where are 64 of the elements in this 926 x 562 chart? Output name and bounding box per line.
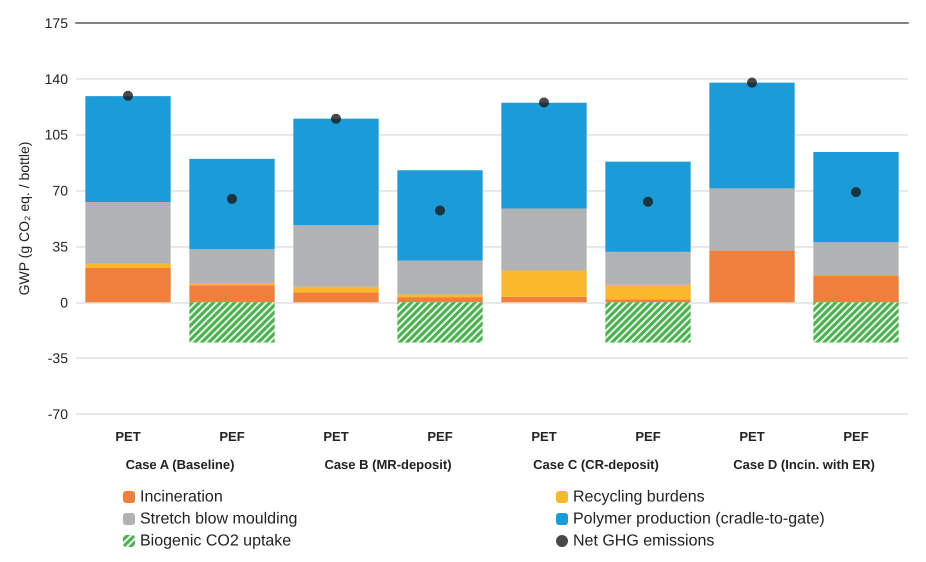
- bar: [501, 296, 587, 302]
- x-tick-label: PEF: [427, 429, 453, 444]
- x-tick-label: PET: [323, 429, 349, 444]
- point: [747, 78, 757, 88]
- x-tick-label: PET: [739, 429, 765, 444]
- y-tick-label: 140: [44, 70, 68, 87]
- bar: [501, 102, 587, 208]
- legend-label: Incineration: [140, 488, 223, 506]
- point: [331, 114, 341, 124]
- legend-label: Biogenic CO2 uptake: [140, 532, 292, 550]
- point: [227, 194, 237, 204]
- point: [851, 187, 861, 198]
- x-tick-label: PEF: [843, 429, 869, 444]
- bar: [293, 292, 379, 302]
- bar: [189, 285, 275, 302]
- bar: [397, 294, 483, 298]
- y-tick-label: 0: [60, 294, 68, 310]
- bar: [293, 225, 379, 287]
- bar: [709, 82, 795, 188]
- bar: [709, 188, 795, 251]
- text: Case C (CR-deposit): [533, 457, 659, 472]
- bar: [85, 264, 171, 268]
- x-tick-label: PEF: [635, 429, 661, 444]
- bar: [397, 297, 483, 302]
- bar: [501, 208, 587, 271]
- text: Case B (MR-deposit): [324, 457, 452, 472]
- legend-label: Recycling burdens: [573, 488, 705, 506]
- bar: [605, 299, 691, 302]
- y-axis-title: GWP (g CO₂ eq. / bottle): [16, 142, 32, 296]
- y-tick-label: -70: [48, 406, 68, 422]
- point: [539, 97, 549, 108]
- bar: [605, 284, 691, 300]
- bar: [293, 118, 379, 226]
- bar: [605, 252, 691, 285]
- bar: [85, 202, 171, 264]
- y-tick-label: 105: [44, 126, 68, 143]
- y-tick-label: -35: [48, 350, 68, 366]
- bar: [189, 249, 275, 283]
- bar: [189, 158, 275, 250]
- bar: [85, 268, 171, 302]
- y-tick-label: 70: [52, 182, 68, 199]
- x-tick-label: PET: [531, 429, 557, 444]
- bar: [85, 96, 171, 202]
- text: Case D (Incin. with ER): [733, 457, 875, 472]
- legend-label: Net GHG emissions: [573, 532, 714, 550]
- y-tick-label: 35: [52, 238, 68, 254]
- point: [643, 196, 653, 207]
- text: Case A (Baseline): [126, 457, 234, 472]
- bar: [501, 270, 587, 297]
- bar: [813, 242, 899, 276]
- x-tick-label: PET: [115, 429, 141, 444]
- point: [123, 90, 133, 101]
- y-tick-label: 175: [44, 15, 68, 31]
- bar: [397, 260, 483, 295]
- legend-label: Polymer production (cradle-to-gate): [573, 510, 825, 528]
- bar: [293, 286, 379, 292]
- bar: [709, 250, 795, 302]
- point: [435, 206, 445, 216]
- bar: [605, 162, 691, 252]
- bar: [397, 170, 483, 260]
- legend-label: Stretch blow moulding: [140, 510, 298, 528]
- bar: [813, 276, 899, 302]
- x-tick-label: PEF: [219, 429, 245, 444]
- bar: [813, 152, 899, 242]
